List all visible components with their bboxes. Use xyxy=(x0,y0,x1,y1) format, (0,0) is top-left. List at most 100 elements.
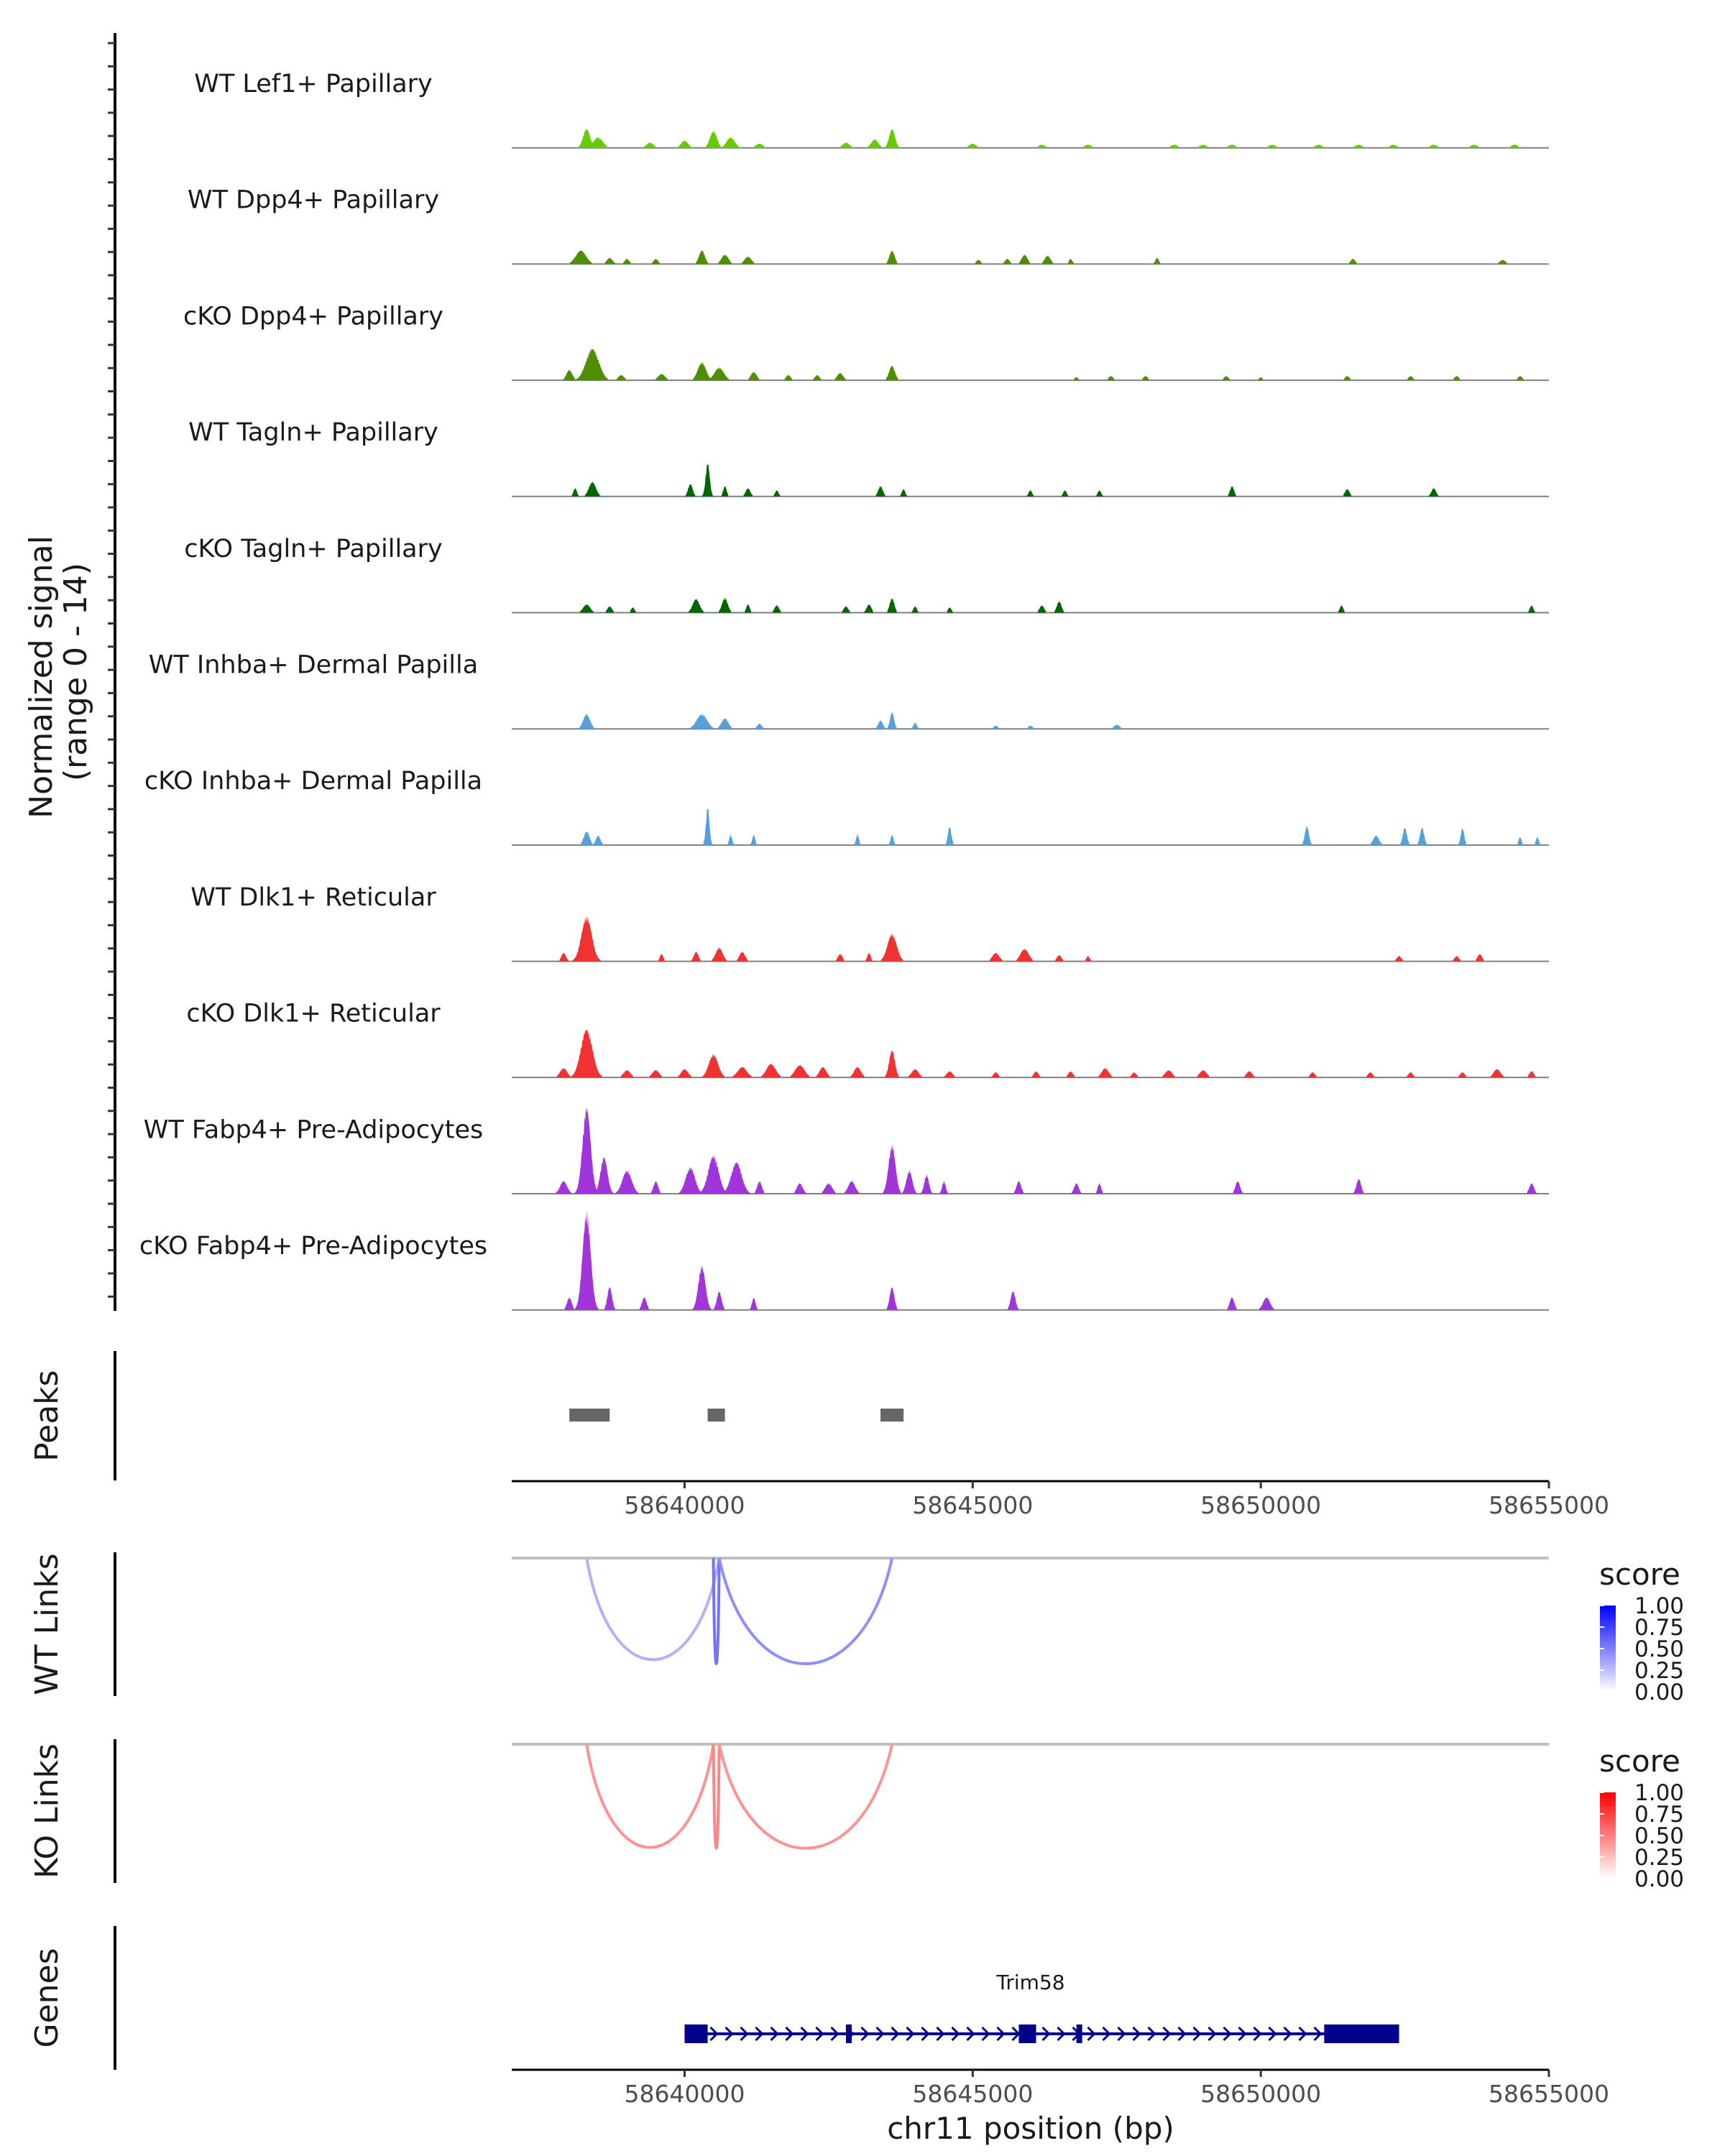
wt-legend-ticks: 1.000.750.500.250.00 xyxy=(1600,1593,1684,1705)
legend-tick-label: 0.00 xyxy=(1634,1680,1684,1705)
track-label: WT Fabp4+ Pre-Adipocytes xyxy=(144,1115,483,1144)
track-label: cKO Fabp4+ Pre-Adipocytes xyxy=(139,1232,487,1261)
strand-arrow xyxy=(1253,2026,1262,2042)
x-tick-label: 58650000 xyxy=(1200,1491,1321,1519)
link-arc xyxy=(712,1743,721,1850)
signal-y-title-line2: (range 0 - 14) xyxy=(58,563,94,781)
peaks-x-ticks: 58640000 58645000 58650000 58655000 xyxy=(625,1481,1609,1519)
strand-arrow xyxy=(1283,2026,1292,2042)
coverage-area xyxy=(512,808,1549,845)
strand-arrow xyxy=(906,2026,915,2042)
signal-track: cKO Fabp4+ Pre-Adipocytes xyxy=(139,1210,1549,1311)
strand-arrow xyxy=(800,2026,809,2042)
x-tick-label: 58645000 xyxy=(912,1491,1033,1519)
peak-regions xyxy=(569,1409,904,1422)
strand-arrow xyxy=(1162,2026,1172,2042)
x-tick-label: 58655000 xyxy=(1489,2080,1609,2108)
legend-tick-label: 0.75 xyxy=(1634,1802,1684,1828)
strand-arrow xyxy=(1208,2026,1217,2042)
x-axis-title: chr11 position (bp) xyxy=(887,2111,1174,2146)
track-label: WT Dpp4+ Papillary xyxy=(188,186,439,215)
signal-track: cKO Tagln+ Papillary xyxy=(184,535,1549,614)
coverage-area xyxy=(512,349,1549,381)
signal-track: WT Inhba+ Dermal Papilla xyxy=(149,651,1549,730)
genes-y-title: Genes xyxy=(29,1948,65,2047)
strand-arrow xyxy=(815,2026,824,2042)
wt-link-arcs xyxy=(585,1557,894,1666)
link-arc xyxy=(585,1743,715,1849)
strand-arrow xyxy=(1177,2026,1187,2042)
genes-section: Genes Trim58 58640000 58645000 58650000 586… xyxy=(29,1926,1609,2146)
track-label: cKO Tagln+ Papillary xyxy=(184,535,443,563)
coverage-area xyxy=(512,1028,1549,1078)
gene-name-label: Trim58 xyxy=(995,1971,1064,1994)
exon xyxy=(1324,2024,1399,2043)
exon xyxy=(684,2024,708,2043)
signal-y-ticks xyxy=(108,42,115,1298)
strand-arrow xyxy=(1102,2026,1111,2042)
strand-arrow xyxy=(981,2026,990,2042)
track-label: cKO Dpp4+ Papillary xyxy=(183,302,443,331)
strand-arrow xyxy=(830,2026,840,2042)
legend-tick-label: 1.00 xyxy=(1634,1593,1684,1619)
track-label: WT Dlk1+ Reticular xyxy=(190,883,436,912)
strand-arrow xyxy=(1298,2026,1307,2042)
coverage-area xyxy=(512,1210,1549,1310)
strand-arrow xyxy=(1147,2026,1156,2042)
signal-track: cKO Inhba+ Dermal Papilla xyxy=(144,767,1549,846)
ko-links-section: KO Links score 1.000.750.500.250.00 xyxy=(29,1739,1684,1892)
strand-arrow xyxy=(1192,2026,1202,2042)
x-tick-label: 58650000 xyxy=(1200,2080,1321,2108)
strand-arrow xyxy=(1268,2026,1277,2042)
signal-section: Normalized signal (range 0 - 14) WT Lef1… xyxy=(23,33,1549,1311)
legend-tick-label: 0.75 xyxy=(1634,1615,1684,1641)
x-tick-label: 58645000 xyxy=(912,2080,1033,2108)
strand-arrow xyxy=(1132,2026,1141,2042)
x-tick-label: 58640000 xyxy=(625,2080,745,2108)
strand-arrow xyxy=(1057,2026,1066,2042)
strand-arrow xyxy=(770,2026,779,2042)
wt-legend: score 1.000.750.500.250.00 xyxy=(1599,1557,1684,1705)
legend-tick-label: 0.25 xyxy=(1634,1845,1684,1871)
strand-arrow xyxy=(709,2026,719,2042)
signal-track: cKO Dpp4+ Papillary xyxy=(183,302,1549,382)
strand-arrow xyxy=(860,2026,870,2042)
coverage-area xyxy=(512,597,1549,613)
link-arc xyxy=(712,1557,721,1666)
signal-tracks: WT Lef1+ Papillary WT Dpp4+ Papillary cKO … xyxy=(139,70,1549,1311)
peak-region xyxy=(707,1409,725,1422)
wt-legend-title: score xyxy=(1599,1557,1680,1592)
signal-track: WT Lef1+ Papillary xyxy=(194,70,1549,149)
legend-tick-label: 0.25 xyxy=(1634,1658,1684,1684)
strand-arrow xyxy=(936,2026,945,2042)
strand-arrow xyxy=(891,2026,900,2042)
legend-tick-label: 0.50 xyxy=(1634,1823,1684,1849)
strand-arrow xyxy=(951,2026,960,2042)
peaks-y-title: Peaks xyxy=(29,1370,65,1461)
coverage-area xyxy=(512,250,1549,264)
wt-links-section: WT Links score 1.000.750.500.250.00 xyxy=(29,1552,1684,1705)
signal-y-title-line1: Normalized signal xyxy=(23,535,60,819)
ko-legend-title: score xyxy=(1599,1743,1680,1779)
track-label: cKO Dlk1+ Reticular xyxy=(186,1000,441,1028)
coverage-area xyxy=(512,711,1549,729)
link-arc xyxy=(585,1557,721,1662)
legend-tick-label: 1.00 xyxy=(1634,1780,1684,1806)
link-arc xyxy=(717,1557,894,1666)
coverage-area xyxy=(512,129,1549,148)
strand-arrow xyxy=(1313,2026,1322,2042)
strand-arrow xyxy=(1087,2026,1096,2042)
signal-track: WT Tagln+ Papillary xyxy=(188,418,1549,497)
peak-region xyxy=(569,1409,610,1422)
strand-arrow xyxy=(755,2026,764,2042)
strand-arrow xyxy=(740,2026,749,2042)
signal-track: WT Dlk1+ Reticular xyxy=(190,883,1549,962)
legend-tick-label: 0.50 xyxy=(1634,1636,1684,1662)
peaks-section: Peaks 58640000 58645000 58650000 58655000 xyxy=(29,1351,1609,1519)
strand-arrow xyxy=(1223,2026,1232,2042)
signal-y-title: Normalized signal (range 0 - 14) xyxy=(23,525,94,819)
exon xyxy=(845,2024,852,2043)
strand-arrow xyxy=(1238,2026,1247,2042)
strand-arrow xyxy=(875,2026,885,2042)
